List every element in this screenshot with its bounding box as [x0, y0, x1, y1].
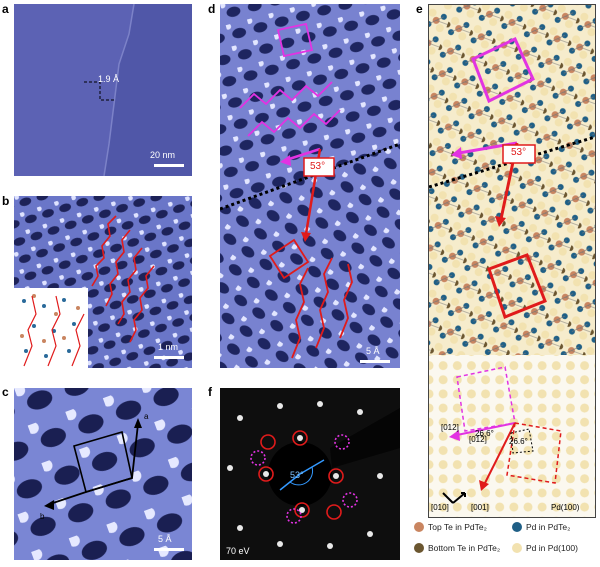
- legend-pd100-label: Pd in Pd(100): [526, 543, 578, 553]
- panel-e-model: 53° [012] [01̅2] 26.6° 26.6° [010] [001]…: [428, 4, 596, 518]
- legend-bottom-te-label: Bottom Te in PdTe₂: [428, 543, 501, 553]
- legend-top-te-label: Top Te in PdTe₂: [428, 522, 487, 532]
- legend-pd100-swatch: [512, 543, 522, 553]
- panel-e-dir-012: [012]: [441, 423, 459, 432]
- panel-e-angle: 53°: [511, 147, 527, 158]
- panel-e-angle1: 26.6°: [475, 429, 494, 438]
- legend-bottom-te: Bottom Te in PdTe₂: [414, 543, 500, 553]
- panel-d-image: 53° 5 Å: [220, 4, 400, 368]
- legend-pd-swatch: [512, 522, 522, 532]
- legend-pd-label: Pd in PdTe₂: [526, 522, 571, 532]
- panel-e-substrate: Pd(100): [551, 503, 580, 512]
- panel-d-stm: [220, 4, 400, 368]
- legend-pd100: Pd in Pd(100): [512, 543, 578, 553]
- panel-a-terrace: [84, 4, 192, 176]
- panel-a-letter: a: [2, 2, 9, 16]
- panel-e-dir-012bar: [01̅2]: [469, 435, 487, 444]
- panel-a-step-label: 1.9 Å: [98, 74, 120, 84]
- panel-c-stm: [14, 388, 192, 560]
- panel-f-image: 53° 70 eV: [220, 388, 400, 560]
- panel-d-scale: 5 Å: [366, 346, 380, 356]
- panel-f-energy: 70 eV: [226, 546, 250, 556]
- legend-pd: Pd in PdTe₂: [512, 522, 570, 532]
- panel-e-angle2: 26.6°: [509, 437, 528, 446]
- panel-c-image: a b 5 Å: [14, 388, 192, 560]
- panel-c-axis-a: a: [144, 412, 149, 421]
- panel-f-letter: f: [208, 385, 212, 399]
- panel-a-image: 1.9 Å 20 nm: [14, 4, 192, 176]
- legend-bottom-te-swatch: [414, 543, 424, 553]
- panel-c-scale: 5 Å: [158, 534, 172, 544]
- panel-d-letter: d: [208, 2, 216, 16]
- panel-b-stm: [14, 196, 192, 368]
- panel-a-scale: 20 nm: [150, 150, 176, 160]
- panel-f-leed: [227, 401, 400, 549]
- panel-d-angle: 53°: [310, 161, 326, 172]
- panel-e-letter: e: [416, 2, 423, 16]
- panel-c-axis-b: b: [40, 512, 45, 521]
- panel-b-scale: 1 nm: [158, 342, 179, 352]
- panel-e-structure: [429, 5, 595, 517]
- legend-top-te: Top Te in PdTe₂: [414, 522, 487, 532]
- panel-b-letter: b: [2, 194, 10, 208]
- panel-f-angle: 53°: [290, 470, 304, 480]
- panel-e-dir-010: [010]: [431, 503, 449, 512]
- panel-c-letter: c: [2, 385, 9, 399]
- panel-e-dir-001: [001]: [471, 503, 489, 512]
- legend-top-te-swatch: [414, 522, 424, 532]
- panel-b-image: 1 nm: [14, 196, 192, 368]
